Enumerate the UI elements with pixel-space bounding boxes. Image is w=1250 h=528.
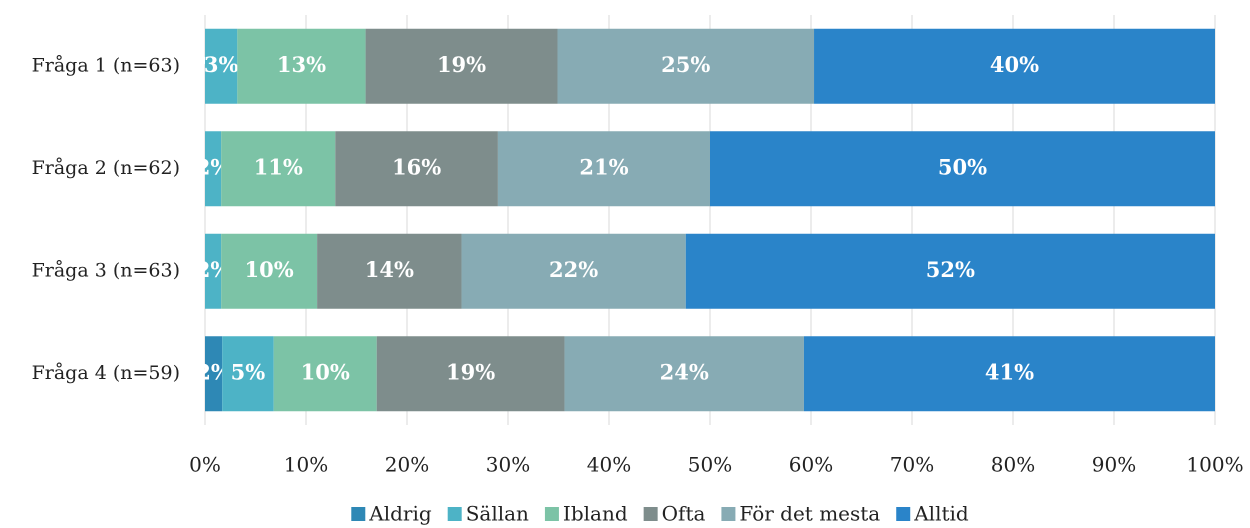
value-label: 22%: [549, 257, 598, 282]
legend-label: Ibland: [563, 502, 628, 526]
value-label: 13%: [277, 52, 326, 77]
value-label: 16%: [392, 154, 441, 179]
value-label: 5%: [231, 359, 266, 384]
bar-segment: [557, 28, 815, 104]
bar-segment: [335, 131, 498, 207]
value-label: 10%: [301, 359, 350, 384]
category-label: Fråga 4 (n=59): [32, 362, 180, 384]
legend-label: Alltid: [913, 502, 969, 526]
bar-segment: [222, 336, 274, 412]
value-label: 52%: [926, 257, 975, 282]
value-label: 25%: [661, 52, 710, 77]
legend-swatch: [643, 507, 658, 521]
bar-segment: [205, 233, 222, 309]
value-label: 41%: [985, 359, 1034, 384]
bar-segment: [365, 28, 558, 104]
x-tick-label: 60%: [789, 453, 833, 477]
category-label: Fråga 2 (n=62): [32, 157, 180, 179]
legend-label: Ofta: [662, 502, 706, 526]
bar-segment: [803, 336, 1215, 412]
value-label: 19%: [446, 359, 495, 384]
bar-segment: [376, 336, 565, 412]
bar-segment: [205, 336, 223, 412]
x-tick-label: 10%: [284, 453, 328, 477]
x-tick-label: 20%: [385, 453, 429, 477]
x-tick-label: 80%: [991, 453, 1035, 477]
legend-swatch: [447, 507, 462, 521]
value-label: 40%: [990, 52, 1039, 77]
bar-segment: [221, 233, 318, 309]
legend: Aldrig Sällan Ibland Ofta För det mesta Allti…: [351, 502, 969, 526]
value-label: 11%: [254, 154, 303, 179]
bar-segment: [205, 131, 222, 207]
x-tick-label: 50%: [688, 453, 732, 477]
bar-segment: [461, 233, 686, 309]
bar-segment: [273, 336, 377, 412]
bar-segment: [710, 131, 1215, 207]
legend-label: Aldrig: [368, 502, 432, 526]
bar-segment: [685, 233, 1215, 309]
bar-segment: [205, 28, 238, 104]
x-tick-label: 90%: [1092, 453, 1136, 477]
legend-swatch: [896, 507, 911, 521]
bar-segment: [221, 131, 336, 207]
value-label: 24%: [660, 359, 709, 384]
x-tick-label: 100%: [1186, 453, 1243, 477]
legend-swatch: [721, 507, 736, 521]
bar-segment: [237, 28, 366, 104]
legend-swatch: [351, 507, 366, 521]
value-label: 10%: [245, 257, 294, 282]
value-label: 3%: [204, 52, 239, 77]
value-label: 21%: [579, 154, 628, 179]
bar-segment: [317, 233, 462, 309]
bar-segment: [814, 28, 1215, 104]
x-tick-label: 30%: [486, 453, 530, 477]
x-tick-label: 70%: [890, 453, 934, 477]
category-label: Fråga 1 (n=63): [32, 54, 180, 76]
x-tick-label: 0%: [189, 453, 221, 477]
value-label: 50%: [938, 154, 987, 179]
value-label: 19%: [437, 52, 486, 77]
legend-label: Sällan: [466, 502, 529, 526]
x-tick-label: 40%: [587, 453, 631, 477]
bar-segment: [564, 336, 804, 412]
bar-segment: [497, 131, 710, 207]
value-label: 14%: [365, 257, 414, 282]
legend-label: För det mesta: [739, 502, 880, 526]
legend-swatch: [544, 507, 559, 521]
category-label: Fråga 3 (n=63): [32, 259, 180, 281]
